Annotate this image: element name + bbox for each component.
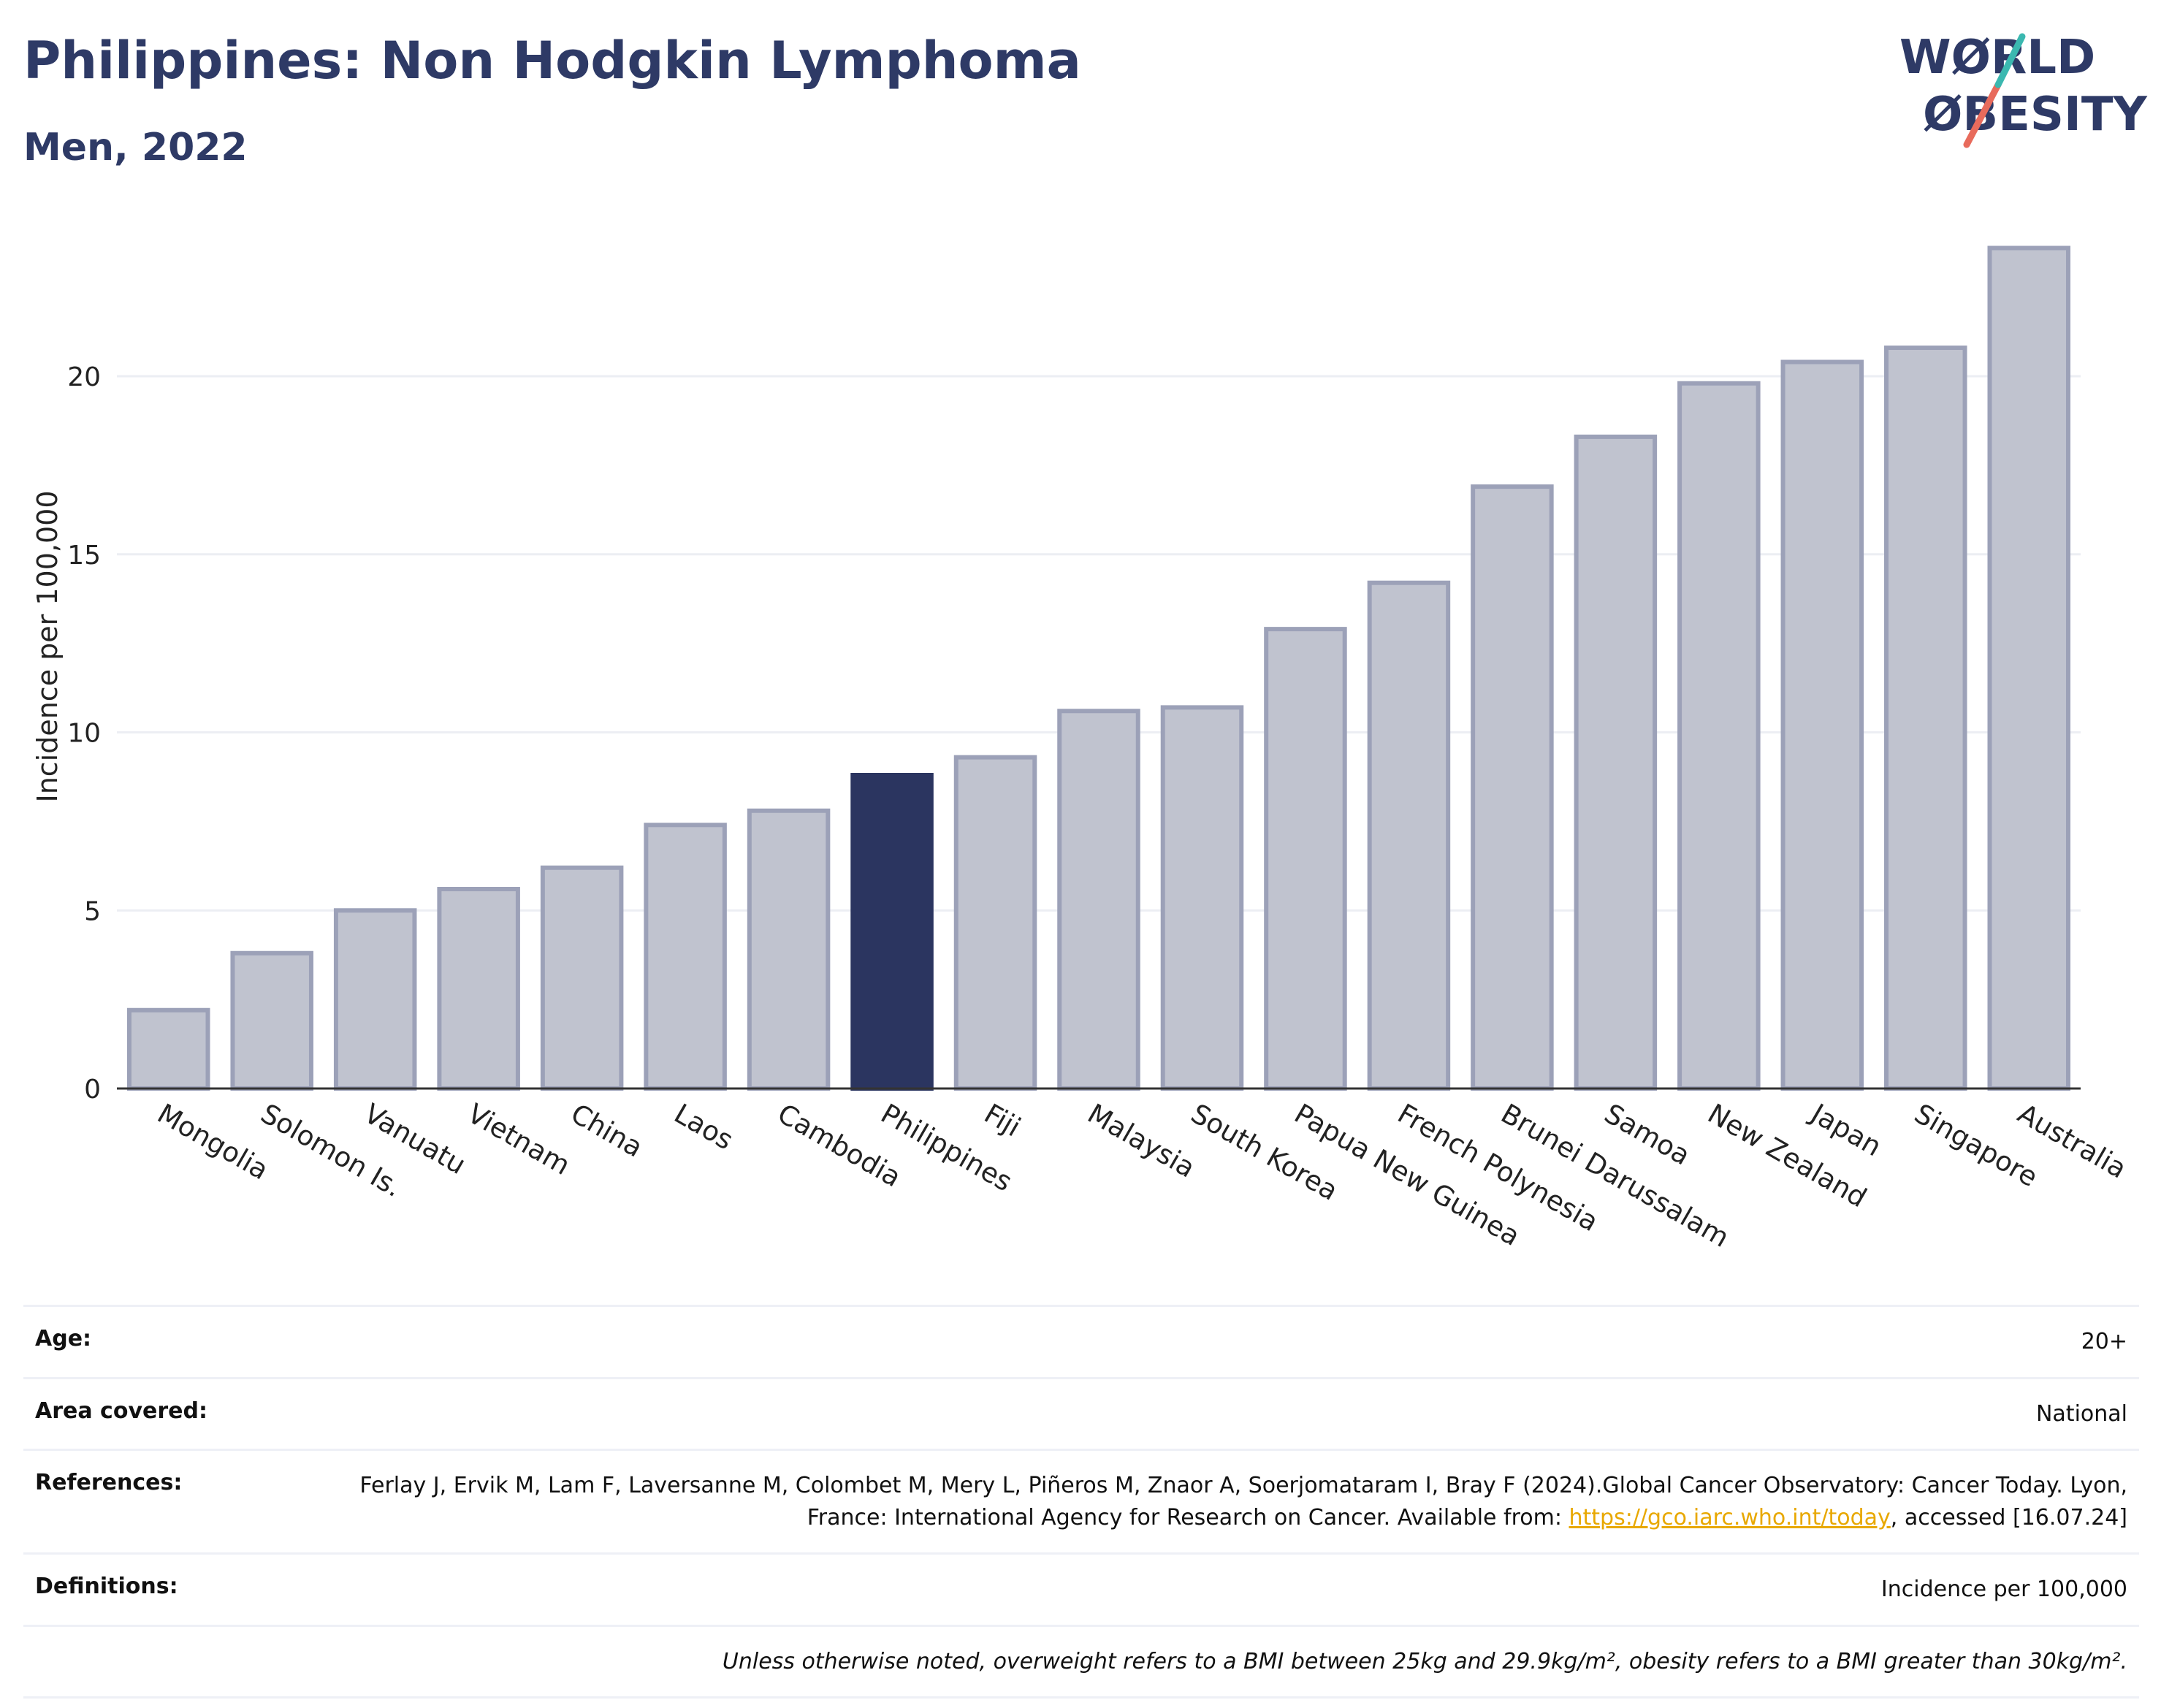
area-row: Area covered: National (23, 1376, 2139, 1449)
bar-australia (1987, 245, 2071, 1091)
bar-french-polynesia (1367, 580, 1451, 1091)
references-text: Ferlay J, Ervik M, Lam F, Laversanne M, … (359, 1473, 2127, 1530)
logo-line1: WØRLD (1899, 31, 2095, 85)
world-obesity-logo: WØRLD ØBESITY (1899, 31, 2147, 148)
bar-vanuatu (333, 908, 417, 1091)
age-value: 20+ (2081, 1329, 2127, 1354)
y-tick-label: 15 (67, 541, 101, 571)
note-row: Unless otherwise noted, overweight refer… (23, 1624, 2139, 1699)
bar-new-zealand (1677, 381, 1761, 1091)
definitions-value: Incidence per 100,000 (1880, 1577, 2127, 1602)
bar-mongolia (126, 1007, 210, 1091)
bar-papua-new-guinea (1264, 627, 1347, 1091)
references-accessed: , accessed [16.07.24] (1890, 1504, 2127, 1530)
references-label: References: (35, 1470, 183, 1495)
bar-philippines (850, 773, 934, 1091)
bar-laos (644, 823, 727, 1091)
logo-line2: ØBESITY (1923, 88, 2147, 142)
y-tick-label: 10 (67, 719, 101, 749)
bars (126, 245, 2071, 1091)
logo-slash-top (1994, 33, 2026, 88)
references-value: Ferlay J, Ervik M, Lam F, Laversanne M, … (316, 1470, 2127, 1533)
area-value: National (2035, 1400, 2127, 1427)
y-axis-title: Incidence per 100,000 (31, 490, 64, 802)
y-tick-label: 5 (84, 896, 101, 926)
info-table: Age: 20+ Area covered: National Referenc… (23, 1305, 2139, 1699)
definitions-label: Definitions: (35, 1574, 178, 1599)
y-tick-labels: 0 5 10 15 20 (67, 362, 101, 1105)
x-category-label: Mongolia (152, 1098, 273, 1186)
references-row: References: Ferlay J, Ervik M, Lam F, La… (23, 1449, 2139, 1552)
age-label: Age: (35, 1326, 92, 1351)
bar-japan (1780, 359, 1864, 1091)
definitions-row: Definitions: Incidence per 100,000 (23, 1552, 2139, 1625)
bar-singapore (1884, 346, 1967, 1091)
bar-solomon-is- (230, 950, 313, 1091)
bar-samoa (1574, 434, 1658, 1091)
logo-slash-bottom (1963, 81, 2002, 148)
bar-malaysia (1057, 709, 1140, 1091)
chart-subtitle: Men, 2022 (23, 126, 248, 169)
age-row: Age: 20+ (23, 1305, 2139, 1377)
x-category-label: Japan (1804, 1097, 1887, 1163)
bar-brunei-darussalam (1471, 484, 1554, 1091)
bar-fiji (953, 755, 1037, 1091)
bmi-note: Unless otherwise noted, overweight refer… (722, 1648, 2127, 1674)
x-category-label: Vietnam (462, 1098, 576, 1181)
bar-vietnam (437, 887, 520, 1091)
x-category-label: Malaysia (1083, 1098, 1201, 1184)
y-tick-label: 20 (67, 362, 101, 392)
y-tick-label: 0 (84, 1075, 101, 1105)
references-link[interactable]: https://gco.iarc.who.int/today (1569, 1504, 1891, 1530)
x-category-label: China (565, 1098, 648, 1164)
bar-cambodia (747, 808, 831, 1091)
bar-china (540, 865, 624, 1091)
area-label: Area covered: (35, 1398, 207, 1424)
x-category-label: Fiji (979, 1098, 1026, 1143)
chart-title: Philippines: Non Hodgkin Lymphoma (23, 31, 1081, 91)
x-category-label: Laos (669, 1098, 739, 1156)
bar-south-korea (1160, 705, 1244, 1091)
